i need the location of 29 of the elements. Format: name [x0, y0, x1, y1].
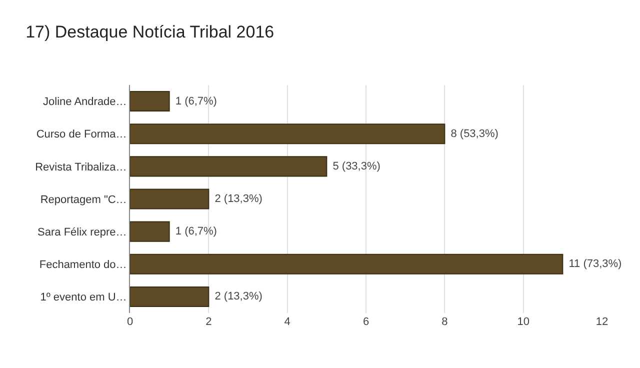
data-label: 2 (13,3%) — [212, 290, 262, 303]
bar — [130, 254, 564, 274]
x-tick-label: 10 — [517, 316, 530, 328]
y-tick-label: Curso de Forma… — [36, 128, 127, 141]
bar — [130, 221, 170, 242]
bar — [130, 188, 210, 210]
x-tick-label: 2 — [206, 316, 212, 328]
x-tick-label: 4 — [284, 316, 290, 328]
data-label: 11 (73,3%) — [566, 258, 622, 270]
data-label: 2 (13,3%) — [212, 193, 262, 205]
x-tick-label: 8 — [442, 316, 448, 328]
data-label: 1 (6,7%) — [172, 226, 217, 238]
y-tick-label: Reportagem "C… — [40, 194, 127, 206]
y-tick-label: Revista Tribaliza… — [35, 161, 127, 174]
bar — [130, 156, 328, 177]
chart-title: 17) Destaque Notícia Tribal 2016 — [26, 22, 274, 42]
data-label: 1 (6,7%) — [172, 95, 217, 108]
x-tick-label: 6 — [362, 316, 370, 328]
bar — [130, 286, 210, 307]
x-tick-label: 12 — [596, 316, 608, 328]
bar — [130, 91, 170, 112]
y-tick-label: 1º evento em U… — [40, 292, 127, 304]
y-tick-label: Sara Félix repre… — [38, 226, 127, 238]
y-tick-label: Joline Andrade… — [43, 96, 127, 108]
data-label: 8 (53,3%) — [448, 128, 498, 140]
bar — [130, 124, 446, 144]
data-label: 5 (33,3%) — [330, 160, 380, 172]
y-tick-label: Fechamento do… — [39, 258, 127, 271]
x-tick-label: 0 — [126, 316, 134, 328]
